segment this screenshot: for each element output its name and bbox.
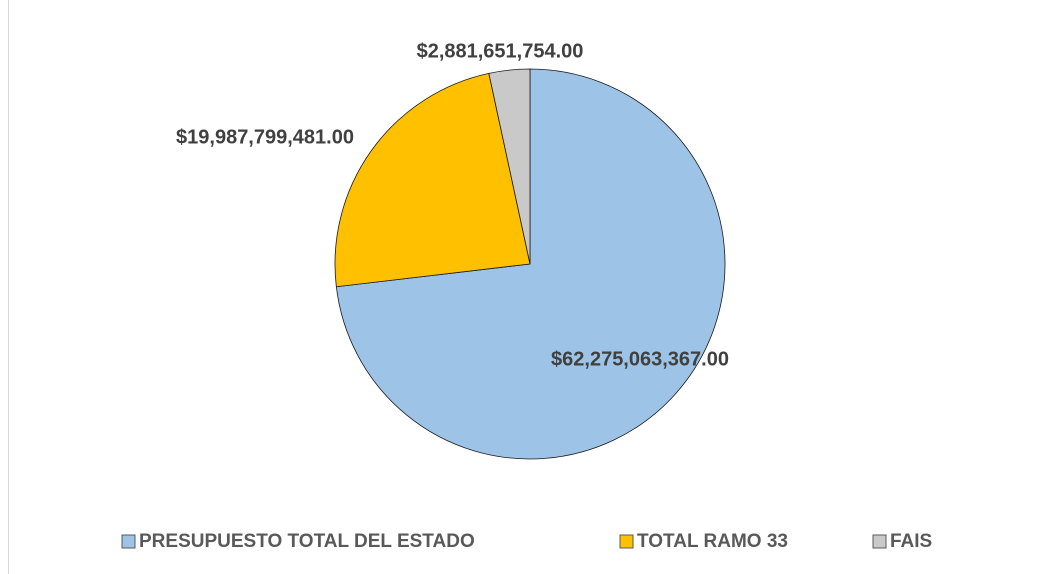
data-label: $62,275,063,367.00	[551, 348, 729, 370]
legend-label: TOTAL RAMO 33	[637, 531, 788, 552]
legend-swatch	[121, 534, 136, 549]
legend-swatch	[619, 534, 634, 549]
pie-slice	[334, 72, 531, 288]
data-label: $19,987,799,481.00	[176, 126, 354, 148]
legend-label: PRESUPUESTO TOTAL DEL ESTADO	[139, 531, 475, 552]
pie-slice	[488, 68, 531, 265]
data-label: $2,881,651,754.00	[417, 40, 584, 62]
legend-swatch	[872, 534, 887, 549]
pie-slice	[335, 68, 726, 460]
legend-label: FAIS	[890, 531, 932, 552]
